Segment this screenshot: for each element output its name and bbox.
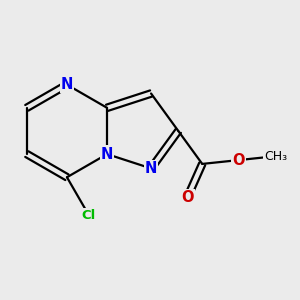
Text: O: O — [181, 190, 194, 205]
Text: Cl: Cl — [82, 209, 96, 222]
Text: O: O — [232, 153, 245, 168]
Text: N: N — [101, 147, 113, 162]
Text: N: N — [145, 161, 157, 176]
Text: N: N — [61, 77, 73, 92]
Text: CH₃: CH₃ — [264, 150, 287, 163]
